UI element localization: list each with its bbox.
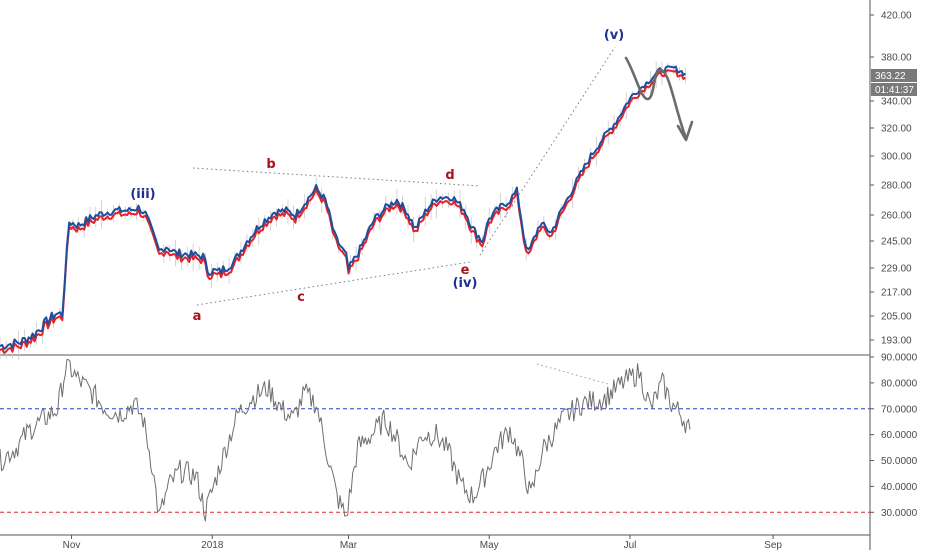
wave-label: b xyxy=(266,157,275,172)
time-axis-label: Nov xyxy=(63,540,81,550)
projected-path xyxy=(624,56,688,140)
oscillator-axis-label: 30.0000 xyxy=(881,508,918,519)
price-axis-label: 245.00 xyxy=(881,237,912,248)
wave-label: e xyxy=(461,263,470,278)
price-line-blue xyxy=(0,65,687,350)
price-axis-label: 320.00 xyxy=(881,124,912,135)
price-pane: (iii) a b c d e(iv) (v) xyxy=(0,28,694,360)
price-axis-label: 205.00 xyxy=(881,312,912,323)
time-axis-label: May xyxy=(480,540,499,550)
countdown-value: 01:41:37 xyxy=(875,85,914,96)
price-axis-label: 229.00 xyxy=(881,264,912,275)
time-axis-label: Sep xyxy=(764,540,782,550)
price-axis-label: 260.00 xyxy=(881,211,912,222)
price-axis-label: 380.00 xyxy=(881,53,912,64)
oscillator-line xyxy=(0,359,691,522)
price-axis-label: 280.00 xyxy=(881,181,912,192)
price-axis-label: 217.00 xyxy=(881,288,912,299)
price-axis-label: 340.00 xyxy=(881,97,912,108)
price-axis-label: 420.00 xyxy=(881,11,912,22)
wave-label: (iii) xyxy=(130,187,155,202)
wave-label: a xyxy=(193,309,202,324)
wave-label: c xyxy=(297,290,305,305)
wave-label: d xyxy=(445,168,454,183)
trendline-upper-b-d xyxy=(192,167,481,187)
oscillator-axis-label: 90.0000 xyxy=(881,353,918,364)
trendline-wedge-v xyxy=(479,46,616,256)
divergence-line xyxy=(536,363,609,385)
price-line-red xyxy=(0,69,687,354)
oscillator-axis-label: 40.0000 xyxy=(881,482,918,493)
price-axis-label: 300.00 xyxy=(881,152,912,163)
trendline-lower-a-e xyxy=(196,261,471,306)
wave-label: (iv) xyxy=(453,276,478,291)
countdown-badge xyxy=(871,83,917,96)
oscillator-axis-label: 70.0000 xyxy=(881,404,918,415)
price-axis-label: 193.00 xyxy=(881,336,912,347)
axes: 420.00 380.00 340.00 320.00 300.00 280.00 260.… xyxy=(63,11,918,550)
oscillator-axis-label: 60.0000 xyxy=(881,430,918,441)
time-axis-label: Mar xyxy=(340,540,358,550)
wave-labels: (iii) a b c d e(iv) (v) xyxy=(130,28,624,324)
last-price-value: 363.22 xyxy=(875,71,906,82)
oscillator-axis-label: 80.0000 xyxy=(881,378,918,389)
time-axis-label: Jul xyxy=(624,540,637,550)
projected-path-arrowhead xyxy=(676,120,694,142)
time-axis-label: 2018 xyxy=(201,540,224,550)
wave-label: (v) xyxy=(604,28,624,43)
last-price-badge xyxy=(871,69,917,82)
oscillator-pane xyxy=(0,359,870,522)
oscillator-axis-label: 50.0000 xyxy=(881,456,918,467)
